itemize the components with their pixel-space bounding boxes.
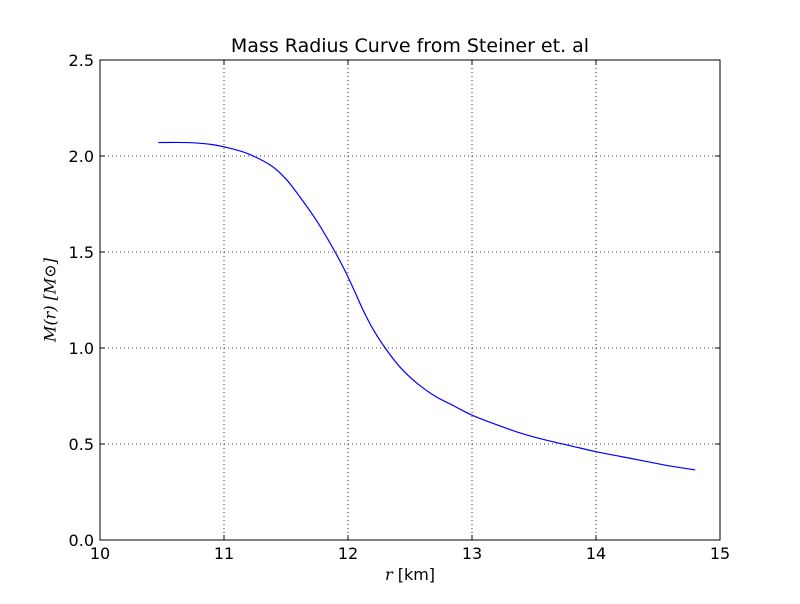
y-tick-label: 1.5 [69, 243, 94, 262]
tick-labels: 10 11 12 13 14 15 0.0 0.5 1.0 1.5 2.0 2.5 [69, 51, 731, 563]
axes-frame [99, 59, 721, 541]
x-tick-label: 15 [710, 544, 730, 563]
series-lines [158, 141, 696, 471]
x-tick-label: 11 [214, 544, 234, 563]
x-axis-variable: r [384, 565, 393, 584]
y-tick-label: 1.0 [69, 339, 94, 358]
y-tick-label: 2.0 [69, 147, 94, 166]
x-axis-label: r [km] [100, 565, 720, 584]
x-tick-label: 13 [462, 544, 482, 563]
x-axis-unit: [km] [397, 565, 436, 584]
chart-title: Mass Radius Curve from Steiner et. al [230, 35, 590, 57]
y-tick-label: 0.0 [69, 531, 94, 550]
y-tick-label: 0.5 [69, 435, 94, 454]
grid-lines [100, 60, 720, 540]
y-axis-label: M(r) [M⊙] [40, 258, 60, 342]
x-tick-label: 14 [586, 544, 606, 563]
x-tick-label: 10 [90, 544, 110, 563]
y-tick-label: 2.5 [69, 51, 94, 70]
series-line [158, 141, 696, 471]
x-tick-label: 12 [338, 544, 358, 563]
axis-ticks [99, 59, 721, 541]
